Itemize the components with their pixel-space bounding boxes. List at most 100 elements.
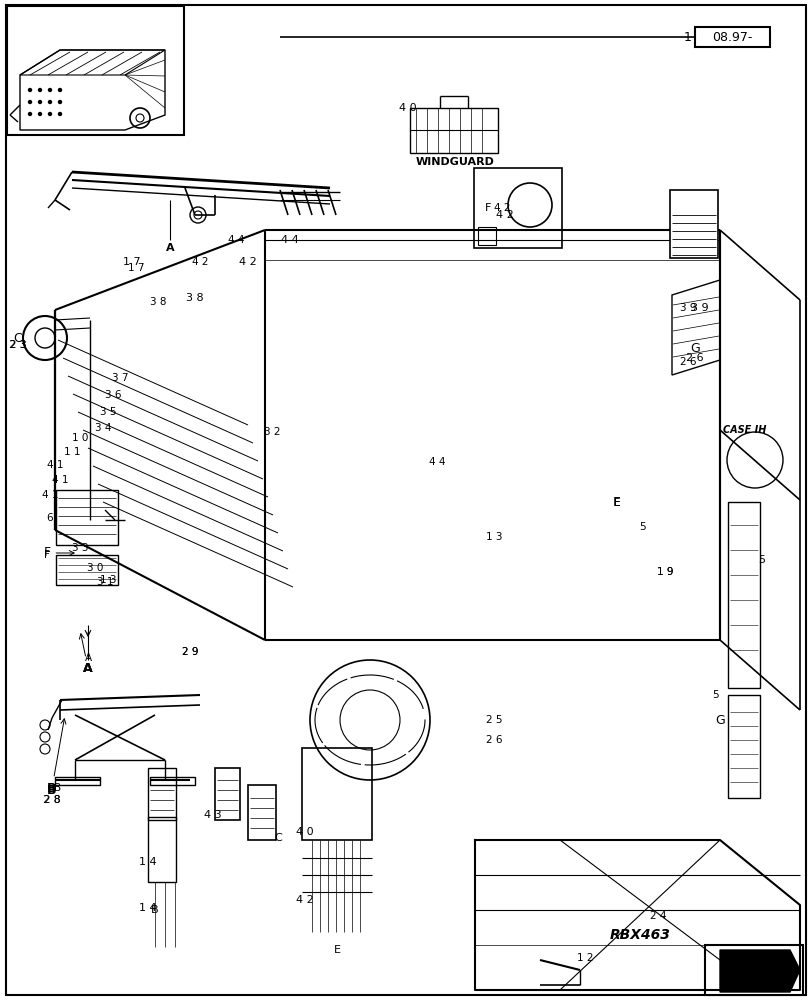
Bar (148, 768, 176, 820)
Text: 3 1: 3 1 (97, 577, 113, 587)
Text: 2 6: 2 6 (485, 735, 502, 745)
Text: 3 3: 3 3 (71, 543, 88, 553)
Text: 3 7: 3 7 (112, 373, 128, 383)
Circle shape (28, 101, 32, 104)
Bar (474, 168, 561, 248)
Text: 1: 1 (684, 31, 691, 44)
Bar (704, 945, 802, 995)
Text: 1 3: 1 3 (485, 532, 502, 542)
Text: 3 8: 3 8 (149, 297, 166, 307)
Text: CASE IH: CASE IH (723, 425, 766, 435)
Text: 4 1: 4 1 (47, 460, 63, 470)
Text: 2 9: 2 9 (182, 647, 198, 657)
Bar (302, 748, 371, 840)
Text: 2 3: 2 3 (10, 340, 26, 350)
Text: G: G (689, 342, 699, 355)
Text: F: F (44, 550, 49, 560)
Text: 5: 5 (712, 690, 719, 700)
Text: 3 9: 3 9 (690, 303, 708, 313)
Text: 1 2: 1 2 (576, 953, 593, 963)
Text: 2 6: 2 6 (679, 357, 695, 367)
Text: B: B (47, 719, 66, 794)
Bar (215, 768, 240, 820)
Text: 2 4: 2 4 (649, 911, 666, 921)
Circle shape (38, 101, 41, 104)
Text: 3 5: 3 5 (100, 407, 116, 417)
Text: 1 1: 1 1 (64, 447, 80, 457)
Circle shape (58, 113, 62, 116)
Bar (694, 27, 769, 47)
Circle shape (38, 89, 41, 92)
Text: 4 2: 4 2 (496, 210, 513, 220)
Circle shape (28, 113, 32, 116)
Text: E: E (612, 496, 620, 510)
Text: 4 0: 4 0 (399, 103, 416, 113)
Text: A: A (79, 634, 92, 674)
Text: G: G (714, 713, 724, 726)
Text: C: C (14, 332, 23, 344)
Text: A: A (84, 653, 92, 663)
Circle shape (58, 101, 62, 104)
Text: 4 2: 4 2 (296, 895, 314, 905)
Text: 5: 5 (639, 522, 646, 532)
Text: 4 1: 4 1 (52, 475, 68, 485)
Text: E: E (613, 498, 620, 508)
Bar (7, 6, 184, 135)
Bar (410, 108, 497, 153)
Circle shape (49, 113, 51, 116)
Circle shape (38, 113, 41, 116)
Text: 4 2: 4 2 (191, 257, 208, 267)
Text: A: A (83, 662, 92, 674)
Text: 2 6: 2 6 (685, 353, 703, 363)
Text: B: B (151, 905, 159, 915)
Text: 1 7: 1 7 (123, 257, 140, 267)
Text: 1 9: 1 9 (656, 567, 672, 577)
Text: B: B (47, 784, 57, 796)
Text: 5: 5 (757, 555, 765, 565)
Text: 1 0: 1 0 (71, 433, 88, 443)
Circle shape (58, 89, 62, 92)
Text: WINDGUARD: WINDGUARD (415, 157, 494, 167)
Text: E: E (333, 945, 340, 955)
Text: 4 4: 4 4 (428, 457, 444, 467)
Text: 1 4: 1 4 (139, 857, 157, 867)
Bar (669, 190, 717, 258)
Text: 4 2: 4 2 (238, 257, 256, 267)
Bar (55, 777, 100, 785)
Text: 3 8: 3 8 (186, 293, 204, 303)
Bar (148, 817, 176, 882)
Text: 1 7: 1 7 (127, 263, 144, 273)
Text: C: C (274, 833, 281, 843)
Text: 4 2: 4 2 (493, 203, 509, 213)
Bar (247, 785, 276, 840)
Text: 4 4: 4 4 (281, 235, 298, 245)
Text: F: F (43, 546, 74, 560)
Text: 1 3: 1 3 (100, 575, 116, 585)
Text: RBX463: RBX463 (609, 928, 670, 942)
Circle shape (49, 89, 51, 92)
Text: 2 9: 2 9 (182, 647, 198, 657)
Circle shape (28, 89, 32, 92)
Text: 2 8: 2 8 (44, 795, 60, 805)
Text: 08.97-: 08.97- (711, 31, 751, 44)
Bar (56, 555, 118, 585)
Text: 4 1: 4 1 (41, 490, 58, 500)
Text: 1 9: 1 9 (656, 567, 672, 577)
Text: 6: 6 (46, 513, 54, 523)
Polygon shape (719, 950, 799, 992)
Text: 2 3: 2 3 (9, 340, 27, 350)
Text: 3 4: 3 4 (95, 423, 111, 433)
Text: 4 3: 4 3 (204, 810, 221, 820)
Bar (150, 777, 195, 785)
Text: B: B (54, 783, 62, 793)
Text: 4 0: 4 0 (296, 827, 313, 837)
Bar (56, 490, 118, 545)
Text: 4 4: 4 4 (227, 235, 244, 245)
Circle shape (49, 101, 51, 104)
Text: 1 4: 1 4 (139, 903, 157, 913)
Text: F: F (484, 203, 491, 213)
Text: 3 6: 3 6 (105, 390, 121, 400)
Text: 2 8: 2 8 (43, 795, 61, 805)
Text: 2 5: 2 5 (485, 715, 502, 725)
Text: 3 9: 3 9 (679, 303, 695, 313)
